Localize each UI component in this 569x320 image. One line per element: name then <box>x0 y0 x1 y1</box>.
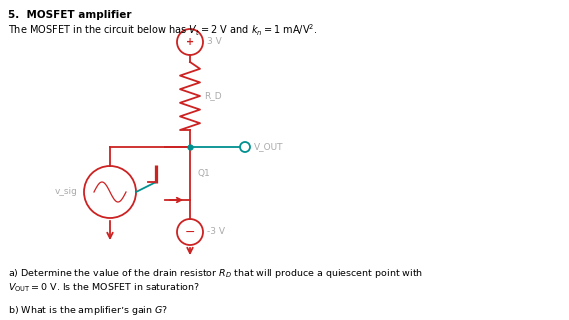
Text: R_D: R_D <box>204 92 221 100</box>
Text: +: + <box>186 37 194 47</box>
Text: 5.  MOSFET amplifier: 5. MOSFET amplifier <box>8 10 131 20</box>
Text: -3 V: -3 V <box>207 228 225 236</box>
Text: Q1: Q1 <box>198 169 211 178</box>
Text: b) What is the amplifier’s gain $G$?: b) What is the amplifier’s gain $G$? <box>8 304 168 317</box>
Text: The MOSFET in the circuit below has $V_t = 2$ V and $k_n = 1$ mA/V$^2$.: The MOSFET in the circuit below has $V_t… <box>8 22 318 38</box>
Text: V_OUT: V_OUT <box>254 142 283 151</box>
Text: 3 V: 3 V <box>207 37 222 46</box>
Text: a) Determine the value of the drain resistor $R_D$ that will produce a quiescent: a) Determine the value of the drain resi… <box>8 267 423 294</box>
Text: v_sig: v_sig <box>55 188 78 196</box>
Text: −: − <box>185 226 195 238</box>
